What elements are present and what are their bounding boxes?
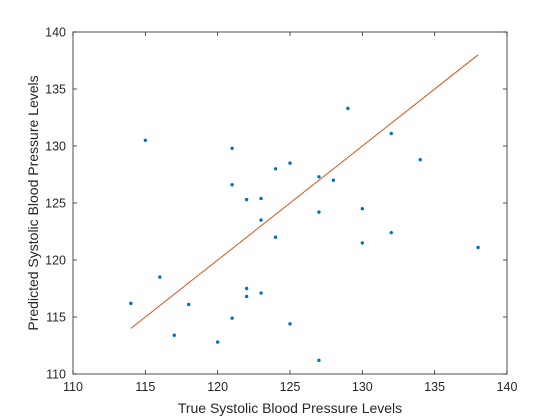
data-point <box>230 316 234 320</box>
data-point <box>259 291 263 295</box>
data-point <box>331 178 336 182</box>
data-point <box>244 294 249 299</box>
data-point <box>317 358 321 363</box>
y-tick-label: 130 <box>45 140 66 154</box>
data-point <box>288 322 292 326</box>
series-layer <box>129 54 480 363</box>
data-point <box>389 131 393 136</box>
data-point <box>273 235 278 239</box>
x-tick-label: 120 <box>207 380 228 394</box>
x-tick-label: 130 <box>352 380 373 394</box>
y-tick-label: 115 <box>46 311 66 325</box>
data-point <box>317 175 321 179</box>
y-axis-label: Predicted Systolic Blood Pressure Levels <box>25 75 41 330</box>
data-point <box>259 196 263 201</box>
x-tick-label: 140 <box>497 380 518 394</box>
data-point <box>317 210 321 214</box>
data-point <box>476 245 480 250</box>
data-point <box>143 138 148 142</box>
data-point <box>230 146 234 150</box>
x-tick-label: 125 <box>280 380 301 394</box>
x-axis-label: True Systolic Blood Pressure Levels <box>178 400 402 416</box>
data-point <box>244 286 249 291</box>
y-tick-label: 125 <box>45 197 66 211</box>
data-point <box>259 218 263 222</box>
data-point <box>360 241 365 245</box>
data-point <box>273 167 278 171</box>
x-tick-label: 110 <box>63 380 83 394</box>
data-point <box>129 301 133 306</box>
data-point <box>389 230 393 235</box>
data-point <box>244 197 249 202</box>
axes-layer: 110 115 120 125 130 135 140 110 115 120 125 130 135 1… <box>45 26 517 395</box>
y-tick-label: 110 <box>46 368 66 382</box>
data-point <box>360 207 365 211</box>
data-point <box>158 275 162 279</box>
y-tick-label: 140 <box>45 26 66 40</box>
data-point <box>215 340 220 344</box>
regression-line <box>130 54 479 329</box>
data-point <box>346 106 350 111</box>
data-point <box>418 157 422 162</box>
data-point <box>288 161 292 165</box>
data-point <box>172 333 176 337</box>
y-tick-label: 135 <box>45 83 66 97</box>
data-point <box>187 302 191 307</box>
x-tick-label: 135 <box>424 380 445 394</box>
x-tick-label: 115 <box>135 380 155 394</box>
data-point <box>230 183 234 187</box>
y-tick-label: 120 <box>45 254 66 268</box>
